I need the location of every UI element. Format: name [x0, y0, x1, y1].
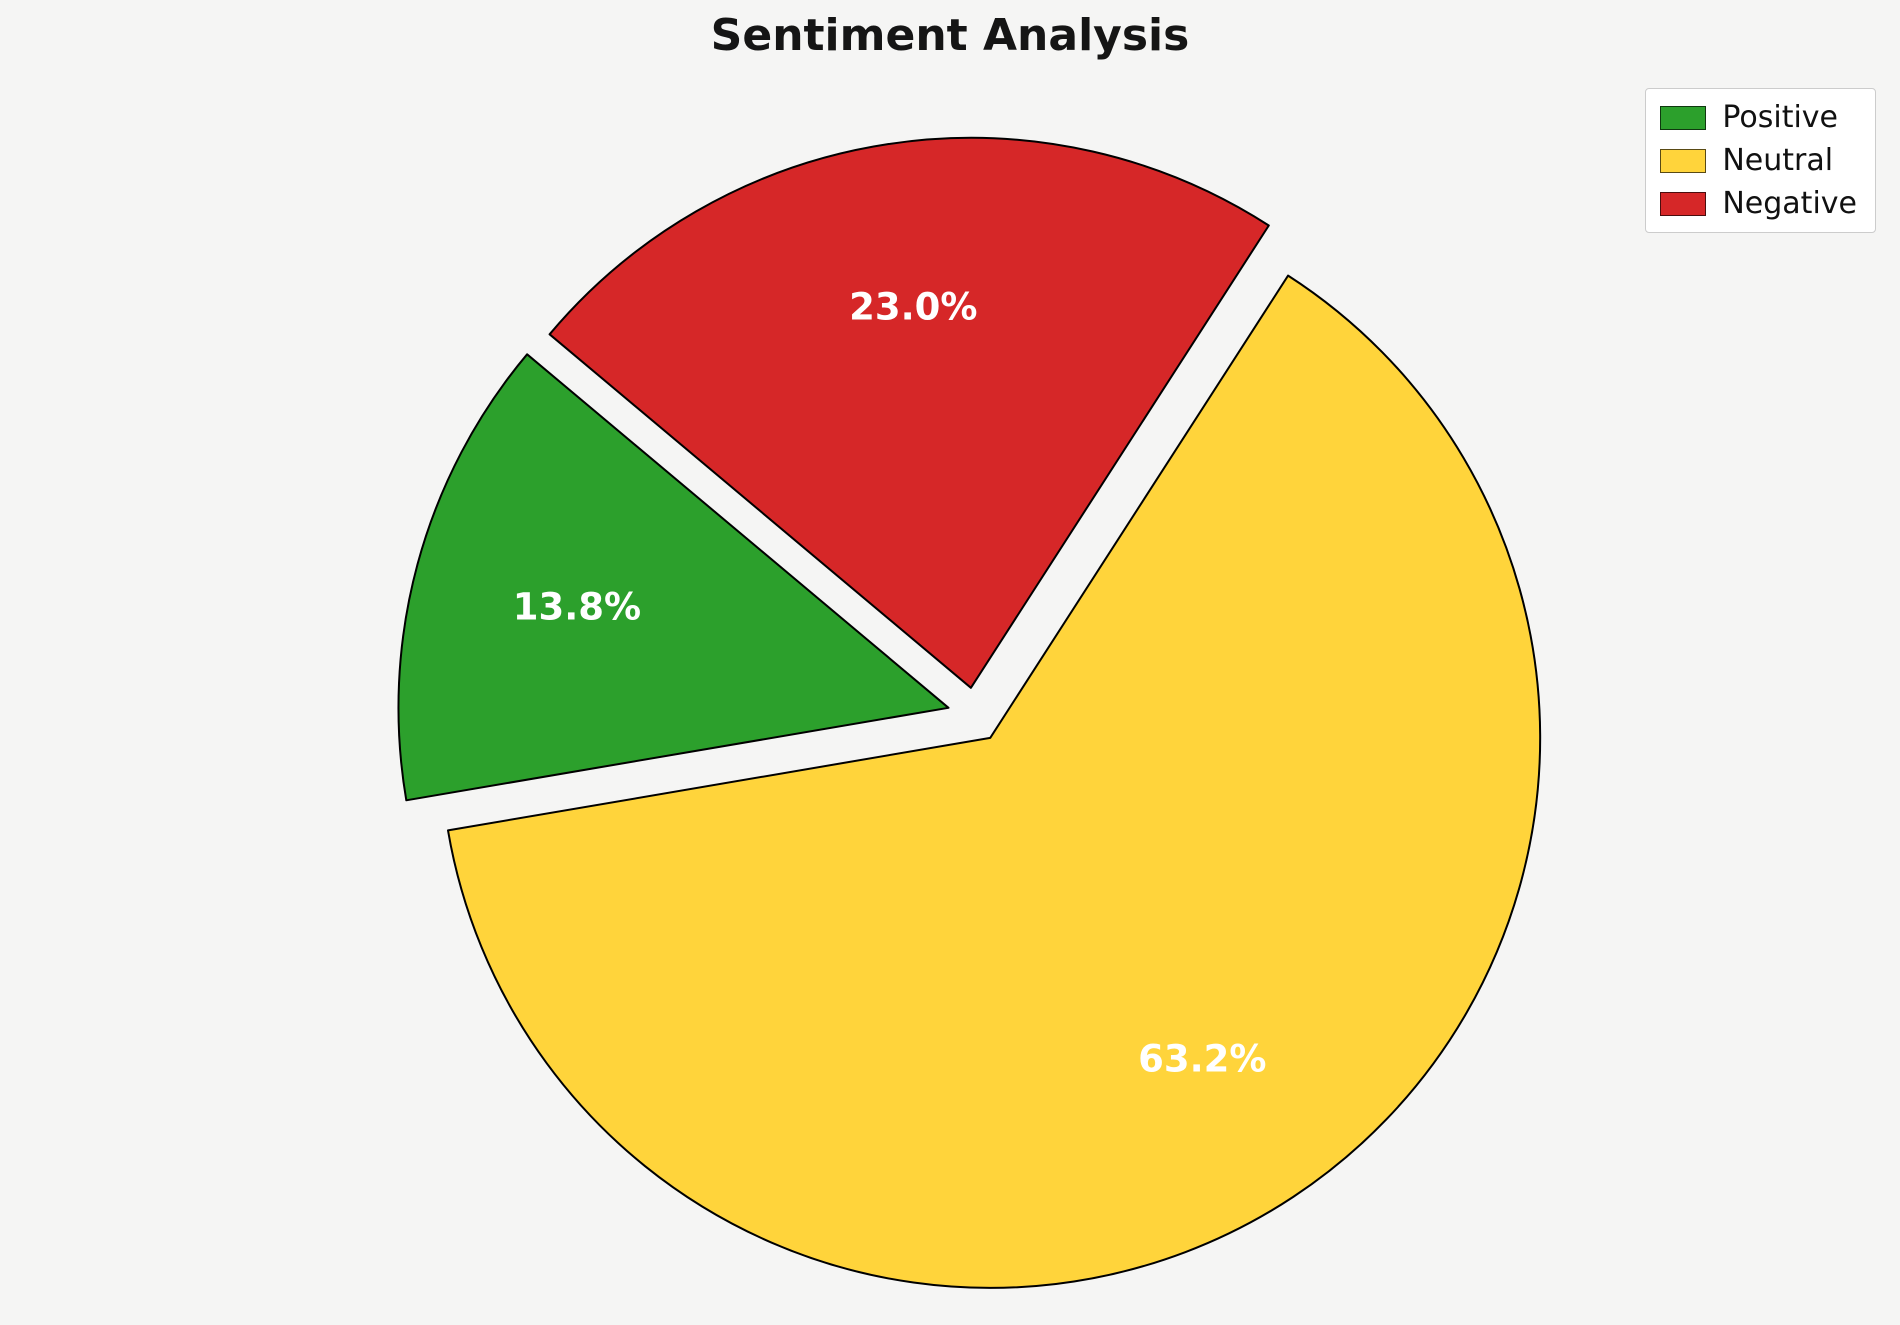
chart-title: Sentiment Analysis — [710, 10, 1190, 61]
legend-label-neutral: Neutral — [1722, 143, 1834, 178]
legend-label-negative: Negative — [1722, 186, 1857, 221]
legend-item-negative: Negative — [1660, 187, 1857, 220]
pie-percentage-label-neutral: 63.2% — [1138, 1038, 1266, 1081]
legend-item-neutral: Neutral — [1660, 144, 1857, 177]
legend-swatch-negative — [1660, 191, 1707, 216]
pie-slice-positive — [397, 353, 950, 802]
legend: Positive Neutral Negative — [1645, 88, 1876, 233]
pie-percentage-label-negative: 23.0% — [849, 286, 977, 329]
legend-swatch-neutral — [1660, 148, 1707, 173]
legend-item-positive: Positive — [1660, 101, 1857, 134]
pie-slice-negative — [548, 136, 1270, 689]
legend-swatch-positive — [1660, 105, 1707, 130]
pie-slice-neutral — [447, 274, 1542, 1289]
legend-label-positive: Positive — [1722, 100, 1839, 135]
pie-percentage-label-positive: 13.8% — [513, 586, 641, 629]
